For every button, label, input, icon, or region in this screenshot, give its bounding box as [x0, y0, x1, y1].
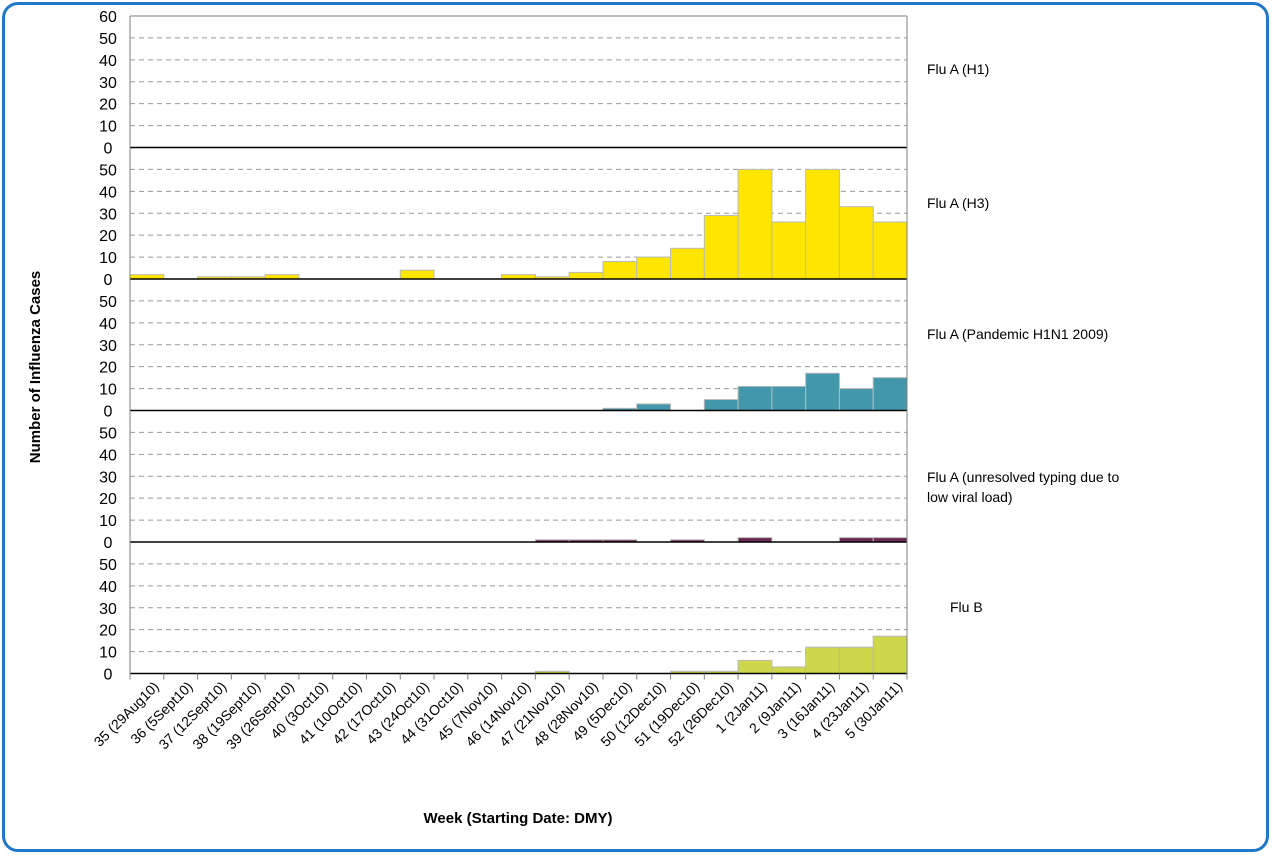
y-tick-label: 50	[99, 557, 117, 574]
bar	[872, 635, 908, 674]
bar	[838, 646, 874, 675]
y-tick-label: 60	[99, 9, 117, 26]
bar	[805, 168, 840, 280]
y-tick-label: 10	[99, 513, 117, 530]
y-tick-label: 50	[99, 425, 117, 442]
bar-layer	[129, 168, 908, 675]
bar	[872, 221, 908, 280]
bar	[872, 377, 908, 411]
grid-layer	[130, 15, 907, 653]
bar	[771, 385, 807, 411]
y-tick-label: 30	[99, 75, 117, 92]
y-tick-label: 30	[99, 601, 117, 618]
bar	[399, 269, 435, 280]
y-axis-title: Number of Influenza Cases	[27, 271, 44, 464]
y-tick-label: 40	[99, 184, 117, 201]
series-label: Flu A (H3)	[927, 195, 989, 211]
y-tick-label: 10	[99, 250, 117, 267]
bar	[602, 260, 638, 280]
y-tick-label: 0	[104, 404, 113, 421]
y-tick-label: 50	[99, 31, 117, 48]
bar	[771, 221, 807, 280]
bar	[670, 247, 705, 280]
bar	[737, 385, 773, 411]
series-label: Flu B	[950, 599, 983, 615]
y-tick-label: 20	[99, 623, 117, 640]
series-label: Flu A (H1)	[927, 61, 989, 77]
text-layer: 0 10 20 30 40 50 60 Flu A (H1) 0 10 20 30 40 50 Flu A …	[91, 9, 1120, 752]
y-tick-label: 0	[104, 535, 113, 552]
bar	[805, 646, 840, 675]
y-tick-label: 50	[99, 162, 117, 179]
bar	[737, 659, 773, 674]
bar	[737, 168, 773, 280]
y-tick-label: 20	[99, 491, 117, 508]
axis-layer	[129, 15, 908, 680]
y-tick-label: 40	[99, 579, 117, 596]
y-tick-label: 0	[104, 272, 113, 289]
y-tick-label: 0	[104, 141, 113, 158]
y-tick-label: 30	[99, 338, 117, 355]
bar	[636, 403, 672, 411]
series-label: Flu A (unresolved typing due to low viral…	[927, 469, 1119, 505]
y-tick-label: 40	[99, 447, 117, 464]
x-axis-title: Week (Starting Date: DMY)	[424, 810, 613, 827]
bar	[703, 399, 739, 411]
y-tick-label: 50	[99, 294, 117, 311]
bar	[636, 256, 672, 280]
y-tick-label: 20	[99, 360, 117, 377]
y-tick-label: 30	[99, 469, 117, 486]
bar	[703, 214, 739, 280]
y-tick-label: 40	[99, 53, 117, 70]
y-tick-label: 10	[99, 119, 117, 136]
series-label: Flu A (Pandemic H1N1 2009)	[927, 326, 1108, 342]
y-tick-label: 0	[104, 667, 113, 684]
y-tick-label: 20	[99, 97, 117, 114]
bar	[838, 388, 874, 412]
bar	[838, 206, 874, 280]
y-tick-label: 30	[99, 206, 117, 223]
bar	[568, 271, 604, 280]
y-tick-label: 40	[99, 316, 117, 333]
y-tick-label: 20	[99, 228, 117, 245]
y-tick-label: 10	[99, 382, 117, 399]
bar	[805, 372, 840, 412]
y-tick-label: 10	[99, 645, 117, 662]
bar	[771, 666, 807, 674]
